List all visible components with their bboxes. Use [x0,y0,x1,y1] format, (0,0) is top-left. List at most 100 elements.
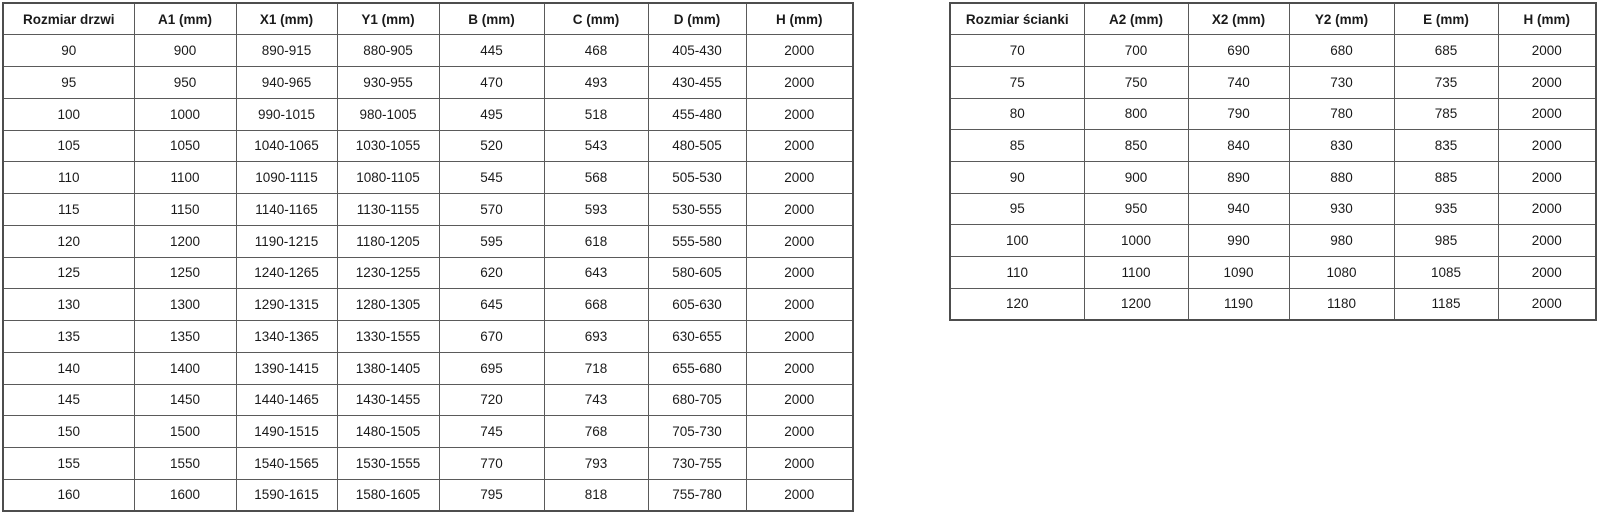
table-row: 80 800 790 780 785 2000 [949,97,1597,131]
table-cell: 2000 [745,383,854,417]
table-cell: 2000 [1497,224,1597,257]
table-cell: 70 [949,34,1085,67]
table-cell: 1085 [1393,256,1499,289]
table-cell: 1190-1215 [235,224,338,258]
table-cell: 1450 [133,383,237,417]
table-cell: 1130-1155 [336,193,440,226]
table-cell: 80 [949,97,1085,131]
table-cell: 1300 [133,288,237,321]
table-cell: 1190 [1187,287,1290,321]
table-cell: 1185 [1393,287,1499,321]
table-cell: 618 [543,224,649,258]
table-cell: 2000 [1497,256,1597,289]
table-cell: 785 [1393,97,1499,131]
table-cell: 595 [438,224,545,258]
table-cell: 90 [949,160,1085,194]
table-cell: 480-505 [647,129,747,163]
table-cell: 455-480 [647,97,747,131]
table-row: 90 900 890 880 885 2000 [949,160,1597,194]
table-cell: 990-1015 [235,97,338,131]
table-cell: 1090 [1187,256,1290,289]
table-cell: 1200 [133,224,237,258]
table-cell: 95 [2,66,135,99]
column-header: Y2 (mm) [1288,2,1395,36]
table-cell: 1380-1405 [336,351,440,385]
table-cell: 95 [949,192,1085,226]
table-cell: 2000 [745,224,854,258]
table-cell: 1490-1515 [235,415,338,448]
table-cell: 1180 [1288,287,1395,321]
table-cell: 1090-1115 [235,161,338,194]
table-cell: 840 [1187,129,1290,162]
table-row: 120 1200 1190-1215 1180-1205 595 618 555-580 20… [2,224,854,258]
table-cell: 110 [949,256,1085,289]
table-cell: 495 [438,97,545,131]
column-header: X2 (mm) [1187,2,1290,36]
table-cell: 100 [2,97,135,131]
wall-dimensions-table: Rozmiar ścianki A2 (mm) X2 (mm) Y2 (mm) E (m… [949,2,1597,321]
table-cell: 1330-1555 [336,320,440,353]
table-cell: 730 [1288,65,1395,99]
table-cell: 693 [543,320,649,353]
table-cell: 668 [543,288,649,321]
column-header: E (mm) [1393,2,1499,36]
table-cell: 505-530 [647,161,747,194]
table-cell: 935 [1393,192,1499,226]
column-header: A1 (mm) [133,2,237,36]
table-cell: 980 [1288,224,1395,257]
table-cell: 2000 [745,34,854,67]
table-cell: 2000 [745,66,854,99]
table-cell: 1100 [1083,256,1189,289]
table-cell: 85 [949,129,1085,162]
table-row: 140 1400 1390-1415 1380-1405 695 718 655-680 20… [2,351,854,385]
table-row: 130 1300 1290-1315 1280-1305 645 668 605-630 20… [2,288,854,321]
column-header: A2 (mm) [1083,2,1189,36]
table-cell: 593 [543,193,649,226]
table-cell: 750 [1083,65,1189,99]
table-row: 70 700 690 680 685 2000 [949,34,1597,67]
table-cell: 555-580 [647,224,747,258]
table-cell: 530-555 [647,193,747,226]
table-cell: 700 [1083,34,1189,67]
table-cell: 1350 [133,320,237,353]
table-cell: 880 [1288,160,1395,194]
table-row: 135 1350 1340-1365 1330-1555 670 693 630-655 20… [2,320,854,353]
table-row: 160 1600 1590-1615 1580-1605 795 818 755-780 20… [2,478,854,512]
table-cell: 125 [2,256,135,290]
table-cell: 105 [2,129,135,163]
table-cell: 545 [438,161,545,194]
table-cell: 900 [133,34,237,67]
table-cell: 2000 [745,256,854,290]
table-cell: 605-630 [647,288,747,321]
table-cell: 520 [438,129,545,163]
table-cell: 2000 [745,351,854,385]
table-cell: 685 [1393,34,1499,67]
table-cell: 75 [949,65,1085,99]
table-cell: 620 [438,256,545,290]
table-cell: 405-430 [647,34,747,67]
table-cell: 570 [438,193,545,226]
column-header: X1 (mm) [235,2,338,36]
table-cell: 1340-1365 [235,320,338,353]
table-cell: 1600 [133,478,237,512]
table-cell: 140 [2,351,135,385]
table-cell: 755-780 [647,478,747,512]
table-cell: 1100 [133,161,237,194]
table-cell: 115 [2,193,135,226]
table-cell: 1500 [133,415,237,448]
table-cell: 1050 [133,129,237,163]
table-cell: 1140-1165 [235,193,338,226]
table-cell: 670 [438,320,545,353]
table-cell: 1390-1415 [235,351,338,385]
table-cell: 445 [438,34,545,67]
table-cell: 645 [438,288,545,321]
table-row: 100 1000 990-1015 980-1005 495 518 455-480 2000 [2,97,854,131]
table-cell: 2000 [1497,129,1597,162]
table-row: 110 1100 1090-1115 1080-1105 545 568 505-530 20… [2,161,854,194]
table-cell: 830 [1288,129,1395,162]
table-cell: 643 [543,256,649,290]
table-cell: 1430-1455 [336,383,440,417]
table-cell: 160 [2,478,135,512]
table-cell: 950 [133,66,237,99]
table-cell: 130 [2,288,135,321]
